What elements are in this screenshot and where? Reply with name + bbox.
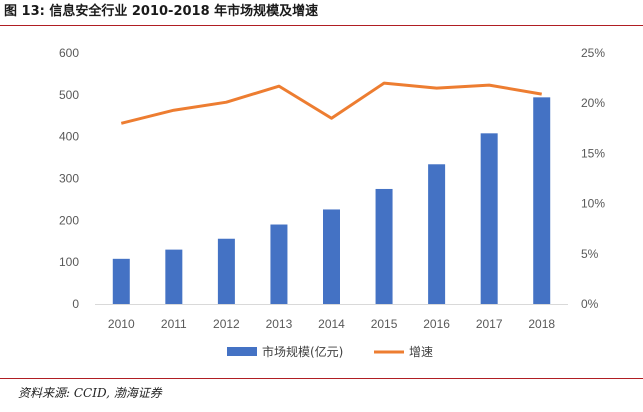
bar [217, 238, 235, 304]
top-rule [0, 25, 643, 26]
right-tick-label: 5% [581, 247, 599, 261]
x-axis-ticks: 2010 2011 2012 2013 2014 2015 2016 2017 2018 [108, 317, 555, 331]
bar [375, 188, 393, 304]
x-tick-label: 2012 [213, 317, 240, 331]
source-note: 资料来源: CCID, 渤海证券 [18, 386, 162, 400]
right-axis-ticks: 0% 5% 10% 15% 20% 25% [581, 46, 605, 311]
left-tick-label: 100 [59, 255, 79, 269]
bar [480, 133, 498, 304]
bottom-rule [0, 378, 643, 379]
bar [533, 97, 551, 305]
x-tick-label: 2015 [371, 317, 398, 331]
legend-bar-label: 市场规模(亿元) [262, 344, 343, 359]
growth-line [120, 81, 542, 125]
left-tick-label: 400 [59, 130, 79, 144]
right-tick-label: 10% [581, 197, 605, 211]
x-tick-label: 2011 [161, 317, 187, 331]
bar [165, 249, 183, 304]
bar-series [112, 97, 551, 305]
bar [270, 224, 288, 304]
legend-line-label: 增速 [409, 345, 433, 359]
bar [323, 209, 340, 304]
right-tick-label: 25% [581, 46, 605, 60]
legend-bar-swatch [227, 347, 257, 356]
left-tick-label: 200 [59, 213, 79, 227]
left-tick-label: 500 [59, 88, 79, 102]
x-tick-label: 2013 [266, 317, 293, 331]
bar [112, 258, 130, 304]
legend: 市场规模(亿元) 增速 [227, 344, 433, 359]
x-tick-label: 2016 [423, 317, 450, 331]
x-tick-label: 2010 [108, 317, 135, 331]
right-tick-label: 0% [581, 297, 599, 311]
left-tick-label: 300 [59, 172, 79, 186]
left-axis-ticks: 0 100 200 300 400 500 600 [59, 46, 79, 311]
x-tick-label: 2017 [476, 317, 503, 331]
left-tick-label: 0 [72, 297, 79, 311]
bar [428, 164, 446, 304]
left-tick-label: 600 [59, 46, 79, 60]
right-tick-label: 15% [581, 146, 605, 160]
x-tick-label: 2014 [318, 317, 345, 331]
x-tick-label: 2018 [528, 317, 555, 331]
right-tick-label: 20% [581, 96, 605, 110]
figure-title: 图 13: 信息安全行业 2010-2018 年市场规模及增速 [4, 4, 319, 19]
